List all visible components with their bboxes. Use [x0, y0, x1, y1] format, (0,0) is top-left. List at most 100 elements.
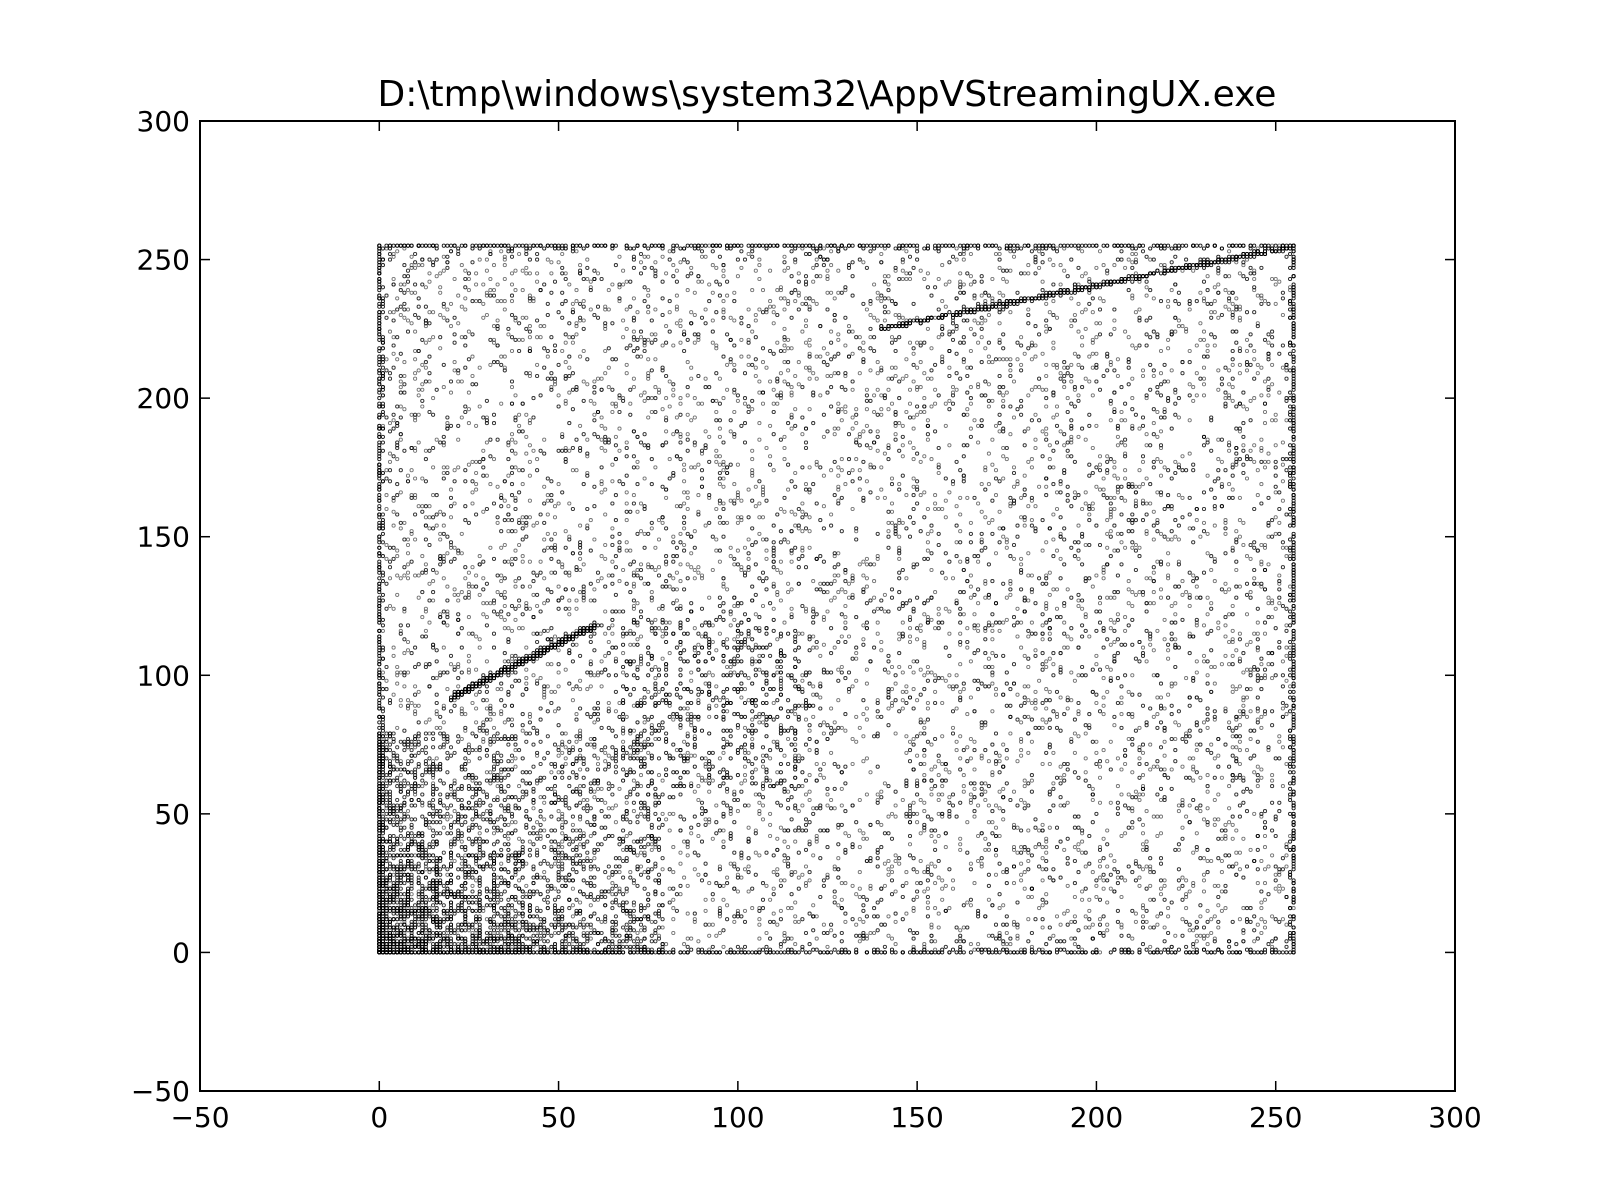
- scatter-point: [1255, 468, 1260, 473]
- scatter-point: [893, 373, 898, 379]
- scatter-point: [1087, 354, 1092, 359]
- scatter-point: [1054, 315, 1060, 320]
- scatter-point: [678, 401, 683, 406]
- scatter-point: [395, 592, 400, 597]
- scatter-point: [448, 515, 454, 520]
- scatter-point: [829, 928, 834, 933]
- scatter-point: [915, 870, 920, 875]
- scatter-point: [925, 540, 930, 545]
- scatter-point: [431, 465, 436, 470]
- scatter-point: [592, 537, 597, 542]
- scatter-point: [1090, 786, 1095, 791]
- scatter-point: [696, 570, 701, 575]
- scatter-point: [413, 329, 418, 334]
- scatter-point: [943, 304, 948, 309]
- scatter-point: [545, 531, 550, 536]
- scatter-point: [671, 845, 676, 850]
- scatter-point: [456, 592, 461, 597]
- scatter-point: [825, 268, 830, 273]
- scatter-point: [829, 249, 834, 254]
- scatter-point: [742, 778, 748, 783]
- scatter-point: [405, 551, 411, 556]
- scatter-point: [1266, 340, 1271, 345]
- scatter-point: [757, 263, 762, 268]
- scatter-point: [986, 847, 991, 852]
- scatter-point: [768, 811, 773, 816]
- scatter-point: [933, 764, 938, 769]
- scatter-point: [929, 404, 934, 409]
- scatter-point: [448, 324, 454, 329]
- scatter-point: [757, 379, 762, 384]
- scatter-point: [1076, 393, 1081, 398]
- scatter-point: [800, 501, 805, 506]
- scatter-point: [968, 659, 973, 664]
- scatter-point: [578, 556, 583, 561]
- scatter-point: [703, 764, 708, 769]
- scatter-point: [972, 881, 977, 886]
- scatter-point: [839, 897, 844, 902]
- scatter-point: [1205, 274, 1210, 279]
- scatter-point: [1166, 648, 1171, 653]
- scatter-point: [789, 559, 794, 564]
- scatter-point: [1080, 889, 1085, 894]
- scatter-point: [513, 579, 518, 584]
- scatter-point: [1083, 914, 1088, 919]
- scatter-point: [968, 584, 973, 589]
- scatter-point: [474, 861, 479, 866]
- scatter-point: [836, 332, 841, 337]
- scatter-point: [1097, 601, 1103, 606]
- scatter-point: [660, 407, 665, 412]
- scatter-point: [1140, 482, 1146, 487]
- scatter-point: [875, 318, 880, 323]
- scatter-point: [570, 340, 575, 345]
- scatter-point: [431, 396, 436, 401]
- scatter-point: [993, 468, 999, 473]
- scatter-point: [1273, 282, 1278, 287]
- scatter-point: [488, 362, 493, 367]
- scatter-point: [434, 437, 439, 442]
- scatter-point: [653, 385, 658, 390]
- scatter-point: [904, 911, 909, 916]
- scatter-point: [646, 288, 651, 293]
- scatter-point: [1169, 288, 1174, 293]
- scatter-point: [1241, 520, 1246, 525]
- scatter-point: [656, 773, 662, 778]
- scatter-point: [660, 520, 665, 525]
- scatter-point: [1087, 512, 1092, 517]
- scatter-point: [1044, 362, 1049, 367]
- scatter-point: [556, 753, 561, 758]
- scatter-point: [1076, 847, 1081, 852]
- scatter-point: [990, 462, 995, 467]
- scatter-point: [861, 348, 866, 354]
- scatter-point: [699, 573, 705, 578]
- scatter-point: [1205, 822, 1210, 827]
- scatter-point: [438, 312, 443, 318]
- scatter-point: [1277, 601, 1282, 606]
- scatter-point: [1047, 443, 1052, 448]
- scatter-point: [742, 908, 748, 913]
- scatter-point: [685, 288, 690, 293]
- scatter-point: [915, 365, 920, 370]
- scatter-point: [1252, 268, 1257, 273]
- scatter-point: [1123, 329, 1128, 334]
- scatter-point: [889, 520, 895, 525]
- scatter-point: [1158, 587, 1164, 592]
- scatter-point: [678, 432, 683, 437]
- scatter-point: [488, 249, 493, 254]
- scatter-point: [721, 897, 726, 902]
- scatter-point: [796, 271, 801, 276]
- scatter-point: [760, 781, 766, 786]
- scatter-point: [721, 750, 726, 755]
- scatter-point: [854, 739, 859, 744]
- scatter-point: [875, 387, 880, 392]
- scatter-point: [1011, 881, 1017, 886]
- scatter-point: [793, 373, 798, 379]
- scatter-point: [793, 712, 798, 717]
- scatter-point: [434, 756, 439, 761]
- scatter-point: [821, 731, 826, 736]
- scatter-point: [1252, 276, 1257, 282]
- scatter-point: [402, 573, 407, 578]
- scatter-point: [1026, 551, 1031, 556]
